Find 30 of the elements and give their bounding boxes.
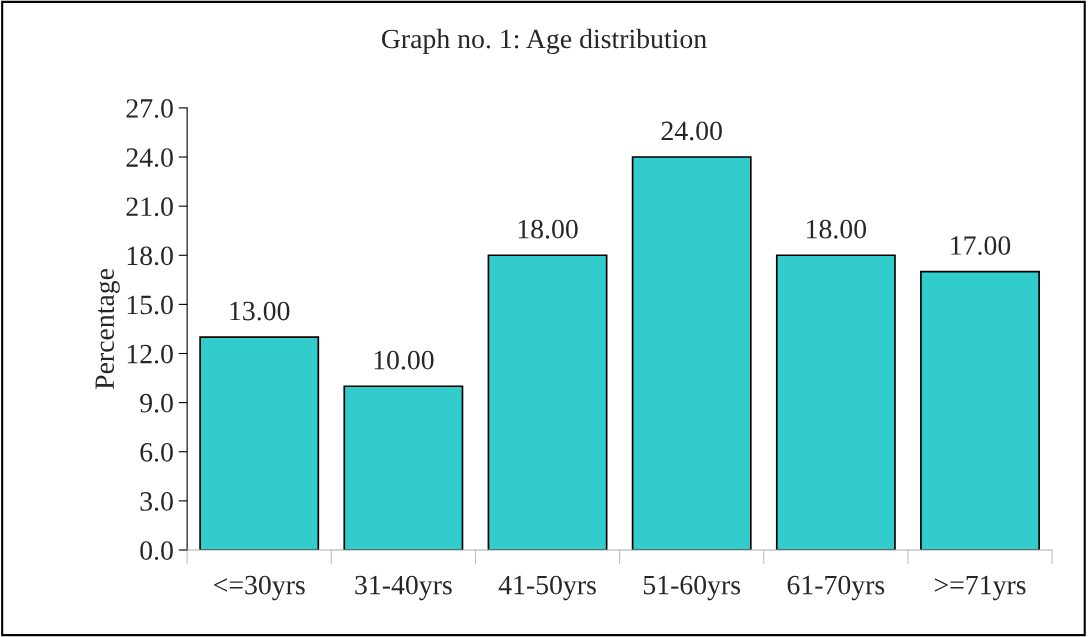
data-label: 13.00: [230, 301, 290, 321]
y-tick-label: 12.0: [127, 344, 173, 364]
x-tick-label: 51-60yrs: [643, 575, 741, 601]
bar: [199, 336, 320, 550]
data-label: 17.00: [951, 236, 1011, 256]
bar: [631, 156, 752, 550]
bar: [343, 385, 464, 550]
y-axis-title: Percentage: [95, 268, 120, 390]
data-label: 24.00: [661, 121, 722, 141]
x-tick-label: 61-70yrs: [787, 575, 885, 601]
y-tick-label: 21.0: [126, 197, 173, 217]
data-label: 18.00: [807, 219, 867, 239]
y-tick-label: 6.0: [140, 442, 173, 462]
x-tick-label: 41-50yrs: [498, 575, 596, 601]
y-tick-label: 9.0: [140, 393, 173, 413]
chart-title: Graph no. 1: Age distribution: [381, 28, 707, 55]
data-label: 18.00: [518, 219, 578, 239]
y-tick-label: 18.0: [127, 246, 173, 266]
y-tick-label: 0.0: [140, 541, 173, 561]
data-label: 10.00: [374, 350, 434, 370]
bar: [920, 270, 1040, 550]
x-tick-label: <=30yrs: [214, 575, 305, 601]
y-tick-label: 15.0: [127, 295, 173, 315]
x-tick-label: 31-40yrs: [355, 575, 452, 601]
bar: [487, 254, 608, 550]
y-tick-label: 3.0: [140, 492, 173, 511]
y-tick-label: 24.0: [126, 148, 173, 168]
x-tick-label: >=71yrs: [934, 575, 1026, 601]
y-tick-label: 27.0: [126, 99, 173, 118]
bar: [775, 254, 896, 550]
